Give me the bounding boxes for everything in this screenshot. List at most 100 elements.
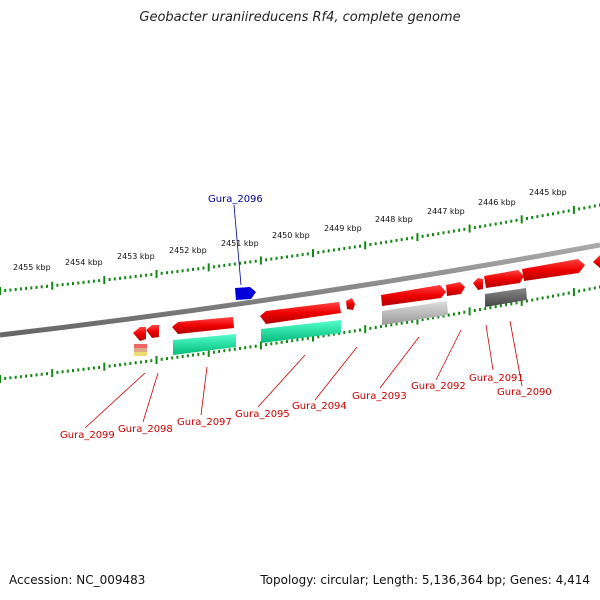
inner-ring-minor-tick	[77, 368, 80, 372]
outer-ring-major-tick	[364, 241, 367, 250]
inner-ring-major-tick	[51, 369, 54, 378]
inner-ring-minor-tick	[531, 298, 534, 302]
outer-ring-minor-tick	[447, 230, 450, 234]
inner-ring-minor-tick	[343, 331, 346, 335]
gene-label-gura-2094: Gura_2094	[292, 401, 347, 412]
inner-ring-minor-tick	[578, 289, 581, 293]
outer-ring-minor-tick	[379, 241, 382, 245]
inner-ring-minor-tick	[301, 337, 304, 341]
outer-ring-minor-tick	[301, 253, 304, 257]
inner-ring-minor-tick	[484, 307, 487, 311]
inner-ring-major-tick	[520, 297, 523, 306]
inner-ring-minor-tick	[9, 376, 12, 380]
outer-ring-minor-tick	[578, 207, 581, 211]
outer-ring-minor-tick	[426, 233, 429, 237]
gene-band-teal-1[interactable]	[173, 334, 236, 355]
gene-gura-2096-leader	[233, 204, 242, 286]
inner-ring-minor-tick	[452, 312, 455, 316]
outer-ring-minor-tick	[254, 259, 257, 263]
outer-ring-minor-tick	[296, 253, 299, 257]
inner-ring-minor-tick	[56, 370, 59, 374]
inner-ring-minor-tick	[421, 318, 424, 322]
inner-ring-minor-tick	[489, 306, 492, 310]
inner-ring-minor-tick	[526, 299, 528, 303]
inner-ring-minor-tick	[510, 302, 513, 306]
gene-label-gura-2090: Gura_2090	[497, 387, 552, 398]
gene-band-teal-2[interactable]	[261, 320, 341, 343]
outer-ring-minor-tick	[218, 264, 221, 268]
inner-ring-minor-tick	[583, 288, 586, 292]
outer-ring-minor-tick	[291, 254, 294, 258]
inner-ring-minor-tick	[92, 366, 95, 370]
scale-label-2445: 2445 kbp	[529, 188, 567, 197]
outer-ring-minor-tick	[406, 237, 408, 241]
gene-reverse-2095[interactable]	[260, 302, 341, 324]
gene-forward-1[interactable]	[346, 298, 355, 310]
gene-rna-mark-3[interactable]	[134, 352, 147, 356]
leader-gura-2092	[435, 329, 462, 381]
outer-ring-minor-tick	[286, 255, 288, 259]
gene-reverse-2098[interactable]	[146, 325, 159, 338]
outer-ring-minor-tick	[390, 239, 393, 243]
inner-ring-minor-tick	[338, 331, 341, 335]
scale-label-2448: 2448 kbp	[375, 215, 413, 224]
outer-ring-minor-tick	[348, 246, 351, 250]
inner-ring-minor-tick	[447, 313, 450, 317]
inner-ring-minor-tick	[437, 315, 440, 319]
gene-reverse-2099[interactable]	[133, 327, 146, 341]
inner-ring-minor-tick	[317, 335, 320, 339]
gene-rna-mark-2[interactable]	[134, 348, 147, 352]
outer-ring-minor-tick	[244, 261, 247, 265]
gene-forward-2[interactable]	[381, 285, 446, 306]
outer-ring-major-tick	[51, 281, 54, 290]
inner-ring-minor-tick	[296, 338, 299, 342]
inner-ring-minor-tick	[291, 339, 294, 343]
outer-ring-minor-tick	[124, 276, 127, 280]
outer-ring-minor-tick	[176, 269, 179, 273]
gene-rna-mark-1[interactable]	[134, 344, 147, 348]
outer-ring-minor-tick	[228, 263, 231, 267]
outer-ring-minor-tick	[458, 228, 461, 232]
gene-forward-4[interactable]	[473, 278, 483, 290]
outer-ring-minor-tick	[4, 289, 7, 292]
inner-ring-minor-tick	[181, 355, 184, 358]
outer-ring-major-tick	[520, 215, 523, 224]
inner-ring-minor-tick	[19, 375, 22, 379]
gene-band-light-gray[interactable]	[382, 301, 448, 325]
gene-forward-6[interactable]	[522, 259, 585, 281]
genome-summary-text: Topology: circular; Length: 5,136,364 bp…	[260, 573, 590, 587]
inner-ring-minor-tick	[171, 356, 174, 360]
outer-ring-minor-tick	[317, 250, 320, 254]
gene-gura-2096[interactable]	[235, 287, 256, 300]
gene-reverse-2097[interactable]	[172, 317, 234, 334]
outer-ring-minor-tick	[374, 242, 377, 246]
outer-ring-minor-tick	[484, 224, 487, 228]
outer-ring-minor-tick	[40, 285, 43, 289]
outer-ring-minor-tick	[437, 232, 440, 236]
inner-ring-major-tick	[0, 375, 1, 383]
forward-genes	[346, 255, 600, 310]
scale-label-2452: 2452 kbp	[169, 246, 207, 255]
gene-forward-3[interactable]	[446, 282, 465, 296]
outer-ring-minor-tick	[411, 236, 414, 240]
gene-leader-lines	[84, 320, 523, 429]
inner-ring-minor-tick	[160, 357, 163, 361]
inner-ring-minor-tick	[353, 329, 356, 333]
outer-ring-minor-tick	[510, 219, 513, 223]
inner-ring-minor-tick	[239, 346, 241, 350]
gene-forward-7[interactable]	[593, 255, 600, 268]
gene-forward-5[interactable]	[484, 270, 524, 288]
outer-ring-minor-tick	[223, 263, 226, 267]
outer-ring-major-tick	[0, 287, 1, 295]
gene-band-dark-gray[interactable]	[485, 288, 527, 307]
outer-ring-minor-tick	[113, 277, 116, 281]
inner-ring-minor-tick	[113, 363, 116, 367]
inner-ring-major-tick	[155, 356, 158, 364]
outer-ring-minor-tick	[35, 285, 38, 289]
inner-ring-minor-tick	[306, 336, 309, 340]
inner-ring-major-tick	[103, 362, 106, 371]
leader-gura-2098	[142, 372, 159, 423]
outer-ring-minor-tick	[249, 260, 252, 264]
outer-ring-minor-tick	[552, 212, 554, 216]
